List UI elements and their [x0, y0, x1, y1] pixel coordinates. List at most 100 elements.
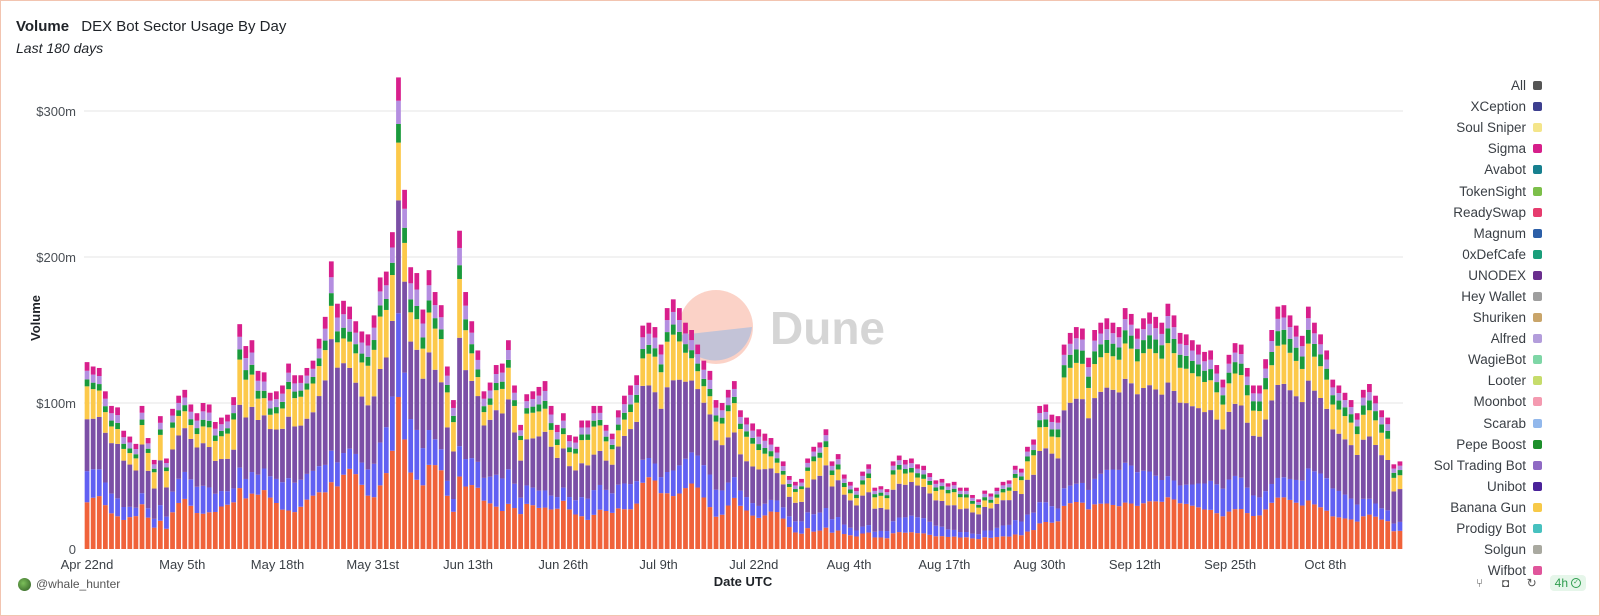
bar-segment: [475, 377, 481, 397]
legend-item[interactable]: Pepe Boost: [1392, 434, 1542, 455]
camera-icon[interactable]: ◘: [1502, 576, 1510, 590]
bar-segment: [1354, 521, 1360, 549]
legend-item[interactable]: XCeption: [1392, 96, 1542, 117]
bar-segment: [829, 486, 835, 520]
bar-segment: [151, 459, 157, 465]
legend-item[interactable]: Moonbot: [1392, 391, 1542, 412]
legend-item[interactable]: All: [1392, 75, 1542, 96]
bar-segment: [689, 452, 694, 484]
bar-segment: [1348, 445, 1354, 499]
bar-segment: [273, 391, 279, 400]
legend-item[interactable]: Shuriken: [1392, 307, 1542, 328]
bar-segment: [750, 423, 756, 431]
bar-segment: [1257, 401, 1262, 412]
bar-segment: [1086, 376, 1091, 388]
bar-segment: [1330, 395, 1336, 405]
bar-segment: [444, 384, 450, 393]
legend-item[interactable]: WagieBot: [1392, 349, 1542, 370]
bar-segment: [1080, 328, 1085, 340]
legend-item[interactable]: Banana Gun: [1392, 497, 1542, 518]
refresh-icon[interactable]: ↻: [1526, 576, 1537, 590]
bar-segment: [1116, 359, 1122, 393]
bar-segment: [347, 367, 353, 449]
bar-segment: [1000, 492, 1006, 501]
bar-segment: [854, 491, 859, 495]
bar-segment: [261, 415, 267, 469]
bar-segment: [206, 404, 212, 413]
x-tick-label: Sep 12th: [1109, 557, 1161, 572]
bar-segment: [469, 458, 475, 486]
bar-segment: [1379, 508, 1385, 520]
bar-segment: [762, 469, 768, 504]
legend-item[interactable]: Prodigy Bot: [1392, 518, 1542, 539]
bar-segment: [1251, 385, 1256, 394]
bar-segment: [1159, 358, 1165, 395]
bar-segment: [1202, 381, 1207, 413]
legend-item[interactable]: UNODEX: [1392, 265, 1542, 286]
legend-item[interactable]: Soul Sniper: [1392, 117, 1542, 138]
legend-item[interactable]: Looter: [1392, 370, 1542, 391]
bar-segment: [774, 462, 780, 474]
bar-segment: [1000, 488, 1006, 493]
bar-segment: [1086, 367, 1091, 377]
bar-segment: [817, 447, 823, 453]
bar-segment: [1220, 387, 1226, 396]
legend-item[interactable]: 0xDefCafe: [1392, 244, 1542, 265]
legend-item[interactable]: ReadySwap: [1392, 202, 1542, 223]
bar-segment: [1226, 411, 1232, 480]
bar-segment: [890, 533, 896, 549]
bar-segment: [817, 530, 823, 549]
bar-segment: [835, 530, 841, 549]
bar-segment: [664, 341, 670, 388]
bar-segment: [902, 517, 908, 533]
bar-segment: [1238, 405, 1244, 478]
legend-item[interactable]: Wifbot: [1392, 560, 1542, 575]
bar-segment: [383, 285, 389, 299]
legend-item[interactable]: Unibot: [1392, 476, 1542, 497]
bar-segment: [585, 439, 591, 466]
bar-segment: [1037, 427, 1043, 451]
legend-item[interactable]: Alfred: [1392, 328, 1542, 349]
bar-segment: [725, 389, 731, 398]
fork-icon[interactable]: ⑂: [1476, 576, 1484, 590]
bar-segment: [121, 460, 127, 507]
bar-segment: [1055, 416, 1061, 423]
footer-user[interactable]: @whale_hunter: [18, 577, 120, 591]
bar-segment: [1141, 353, 1146, 389]
bar-segment: [383, 473, 389, 549]
bar-segment: [157, 422, 163, 430]
bar-segment: [243, 370, 249, 380]
bar-segment: [793, 532, 798, 549]
bar-segment: [499, 372, 505, 382]
bar-segment: [628, 394, 633, 405]
bar-segment: [1244, 385, 1250, 396]
bar-segment: [646, 458, 652, 478]
legend-swatch: [1533, 397, 1542, 407]
bar-segment: [182, 397, 188, 406]
bar-segment: [567, 509, 572, 549]
bar-segment: [1208, 410, 1214, 481]
bar-segment: [347, 468, 353, 549]
bar-segment: [634, 481, 640, 504]
bar-segment: [1189, 373, 1195, 407]
legend-item[interactable]: Sol Trading Bot: [1392, 455, 1542, 476]
legend-item[interactable]: TokenSight: [1392, 180, 1542, 201]
bar-segment: [560, 448, 566, 488]
refresh-badge[interactable]: 4h ✓: [1549, 575, 1586, 591]
bar-segment: [487, 419, 493, 477]
legend-item[interactable]: Avabot: [1392, 159, 1542, 180]
bar-segment: [1269, 400, 1275, 484]
bar-segment: [420, 448, 426, 486]
legend-item[interactable]: Sigma: [1392, 138, 1542, 159]
bar-segment: [1312, 356, 1317, 391]
legend-item[interactable]: Magnum: [1392, 223, 1542, 244]
bar-segment: [1251, 401, 1256, 411]
bar-segment: [957, 497, 963, 510]
legend-item[interactable]: Hey Wallet: [1392, 286, 1542, 307]
bar-segment: [310, 495, 316, 549]
bar-segment: [255, 380, 261, 391]
bar-segment: [707, 379, 713, 389]
legend-item[interactable]: Solgun: [1392, 539, 1542, 560]
x-tick-label: Oct 8th: [1304, 557, 1346, 572]
legend-item[interactable]: Scarab: [1392, 413, 1542, 434]
